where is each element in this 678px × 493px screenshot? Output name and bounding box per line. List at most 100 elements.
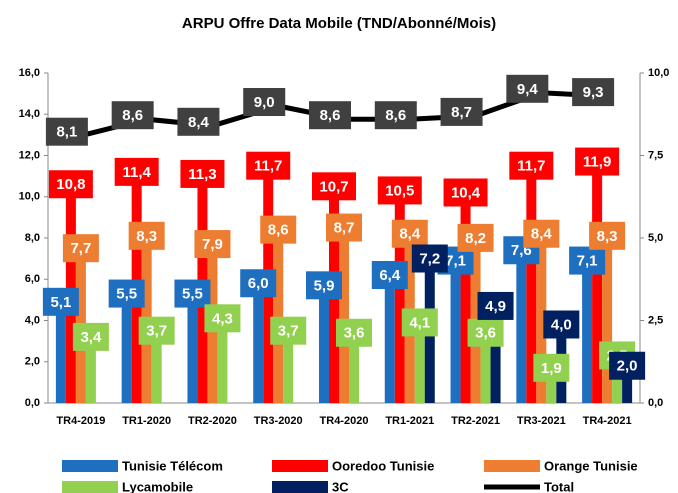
value-label-box xyxy=(48,170,93,199)
value-label: 9,4 xyxy=(517,81,539,98)
value-label-box xyxy=(204,304,241,333)
y-tick-label: 0,0 xyxy=(25,397,40,409)
value-label-box xyxy=(260,215,297,244)
value-label-box xyxy=(174,279,211,308)
value-label: 4,0 xyxy=(551,316,572,333)
legend-label: Orange Tunisie xyxy=(544,458,638,473)
value-label-box xyxy=(371,261,408,289)
x-tick-label: TR2-2021 xyxy=(451,415,500,427)
value-label-box xyxy=(533,353,570,382)
value-label: 11,9 xyxy=(583,154,611,171)
value-label-box xyxy=(411,244,448,273)
value-label-box xyxy=(138,316,175,345)
value-label-box xyxy=(377,176,422,205)
value-label: 8,4 xyxy=(531,226,553,243)
value-label-box xyxy=(177,107,220,136)
value-label-box xyxy=(443,178,488,207)
bar xyxy=(339,223,349,403)
y2-tick-label: 7,5 xyxy=(648,149,663,161)
bar xyxy=(414,318,425,403)
bar xyxy=(546,363,557,403)
bar xyxy=(526,161,537,403)
value-label: 3,4 xyxy=(80,329,102,346)
value-label: 8,3 xyxy=(597,228,618,245)
value-label: 8,6 xyxy=(385,107,406,124)
bar xyxy=(582,256,593,403)
legend-swatch xyxy=(272,460,328,472)
x-tick-label: TR3-2021 xyxy=(517,415,566,427)
chart-title: ARPU Offre Data Mobile (TND/Abonné/Mois) xyxy=(182,15,496,32)
bar xyxy=(450,256,461,403)
value-label: 9,0 xyxy=(254,94,275,111)
value-label-box xyxy=(312,172,356,201)
value-label-box xyxy=(246,151,291,180)
legend-swatch xyxy=(62,460,118,472)
value-label: 8,4 xyxy=(399,226,421,243)
value-label: 7,9 xyxy=(202,236,223,253)
value-label: 5,1 xyxy=(50,294,71,311)
value-label: 9,3 xyxy=(583,84,604,101)
value-label-box xyxy=(477,291,514,320)
x-tick-label: TR1-2021 xyxy=(385,415,434,427)
value-label-box xyxy=(194,230,231,259)
legend-label: Total xyxy=(544,479,574,493)
value-label: 5,5 xyxy=(182,286,203,303)
value-label: 8,6 xyxy=(122,107,143,124)
value-label: 8,1 xyxy=(56,124,77,141)
value-label-box xyxy=(336,318,372,347)
value-label: 8,3 xyxy=(136,228,157,245)
value-label: 5,5 xyxy=(116,286,137,303)
value-label: 8,7 xyxy=(334,220,355,237)
value-label-box xyxy=(62,234,99,263)
value-label-box xyxy=(569,246,606,275)
bar xyxy=(490,301,501,403)
value-label-box xyxy=(309,101,351,130)
value-label-box xyxy=(543,310,580,339)
bar xyxy=(319,281,329,403)
bar xyxy=(349,328,359,403)
value-label-box xyxy=(575,147,620,176)
value-label: 2,0 xyxy=(617,358,638,375)
bar xyxy=(283,326,294,403)
y2-tick-label: 0,0 xyxy=(648,397,663,409)
x-tick-label: TR4-2021 xyxy=(583,415,632,427)
value-label-box xyxy=(440,97,483,126)
value-label-box xyxy=(326,213,362,242)
value-label-box xyxy=(523,219,560,248)
value-label: 11,7 xyxy=(517,158,545,175)
value-label-box xyxy=(180,159,225,188)
value-label-box xyxy=(391,219,428,248)
bar xyxy=(460,188,471,403)
bar xyxy=(516,246,527,403)
bar xyxy=(622,361,633,403)
value-label: 11,3 xyxy=(188,166,216,183)
value-label: 10,7 xyxy=(319,178,348,195)
bar xyxy=(592,157,603,403)
value-label-box xyxy=(114,157,159,186)
x-tick-label: TR4-2019 xyxy=(56,415,105,427)
value-label-box xyxy=(572,78,615,107)
value-label-box xyxy=(306,271,342,300)
value-label-box xyxy=(108,279,145,308)
legend-label: Ooredoo Tunisie xyxy=(332,458,434,473)
value-label-box xyxy=(72,322,109,351)
value-label: 10,8 xyxy=(56,176,85,193)
value-label-box xyxy=(609,351,646,380)
value-label-box xyxy=(506,74,549,103)
value-label-box xyxy=(509,151,554,180)
value-label: 11,4 xyxy=(122,164,151,181)
x-tick-label: TR4-2020 xyxy=(320,415,369,427)
y-tick-label: 10,0 xyxy=(19,191,40,203)
bar xyxy=(187,289,198,403)
bar xyxy=(394,186,405,403)
value-label-box xyxy=(374,101,417,130)
value-label: 1,9 xyxy=(541,360,562,377)
y-tick-label: 12,0 xyxy=(19,149,40,161)
value-label: 6,4 xyxy=(379,267,401,284)
bar xyxy=(55,297,66,403)
value-label: 10,4 xyxy=(451,184,481,201)
value-label: 7,1 xyxy=(577,253,598,270)
value-label-box xyxy=(128,221,165,250)
y-tick-label: 4,0 xyxy=(25,314,40,326)
